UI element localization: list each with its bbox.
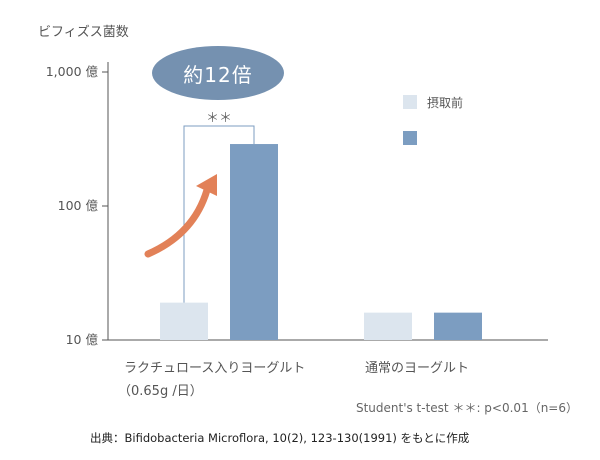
- y-axis-title: ビフィズス菌数: [38, 25, 129, 40]
- bar-regular-before: [364, 312, 412, 340]
- category-label-lactulose-line2: （0.65g /日）: [118, 384, 203, 399]
- increase-arrow-head: [196, 174, 217, 196]
- legend-item-before: 摂取前: [403, 92, 463, 112]
- y-tick-label-1: 100 億: [58, 198, 99, 213]
- increase-arrow-shaft: [144, 186, 211, 258]
- category-label-lactulose-line1: ラクチュロース入りヨーグルト: [124, 361, 306, 376]
- bar-lactulose-after: [230, 144, 278, 340]
- significance-bracket: [183, 125, 255, 303]
- fold-change-badge: 約12倍: [152, 46, 284, 100]
- stats-note: Student's t-test ＊＊: p<0.01（n=6）: [355, 401, 578, 415]
- category-label-regular-line1: 通常のヨーグルト: [365, 361, 470, 376]
- y-tick-label-2: 1,000 億: [46, 64, 99, 79]
- legend-label-before: 摂取前: [427, 95, 464, 110]
- significance-label: ＊＊: [206, 111, 232, 126]
- y-tick-label-0: 10 億: [66, 332, 99, 347]
- bar-lactulose-before: [160, 302, 208, 340]
- bar-regular-after: [434, 312, 482, 340]
- legend-swatch-before: [403, 95, 417, 109]
- source-note: 出典：Bifidobacteria Microflora, 10(2), 123…: [90, 431, 470, 445]
- legend-swatch-after: [403, 131, 417, 145]
- legend: 摂取前: [403, 92, 463, 164]
- legend-item-after: [403, 128, 463, 148]
